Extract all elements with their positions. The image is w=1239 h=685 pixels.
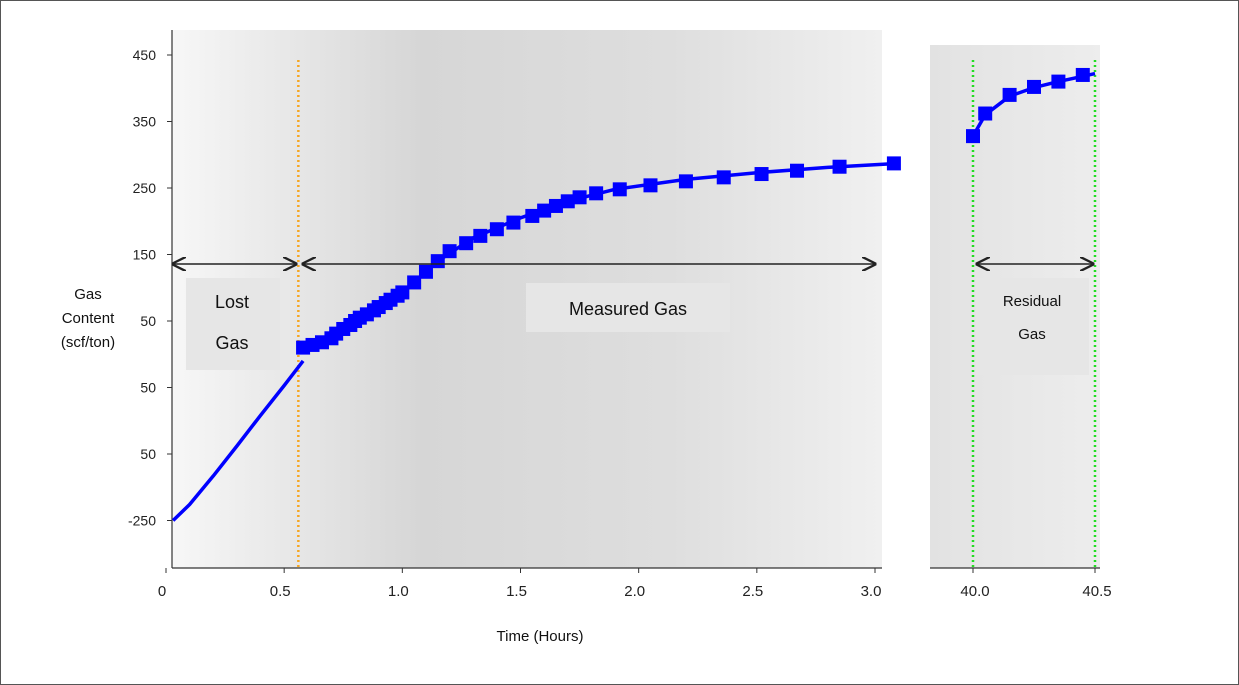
measured-point [612,182,627,197]
residual-gas-label-line-2: Gas [1018,326,1046,343]
measured-point [790,163,805,178]
residual-x-tick-label: 40.5 [1082,583,1111,600]
y-tick-label: 250 [133,180,157,196]
lost-gas-label-line-2: Gas [215,333,248,353]
measured-point [716,170,731,185]
y-tick-label: 50 [140,313,156,329]
measured-point [572,190,587,205]
y-tick-label: -250 [128,513,156,529]
x-tick-label: 2.0 [624,583,645,600]
measured-point [537,203,552,218]
y-axis-label-line-1: Gas [74,286,102,303]
measured-point [442,244,457,259]
x-tick-label: 0.5 [270,583,291,600]
x-axis-label: Time (Hours) [496,628,584,645]
residual-point [978,106,993,121]
y-tick-label: 150 [133,247,157,263]
y-tick-label: 450 [133,47,157,63]
measured-point [643,178,658,193]
measured-gas-box [526,283,730,332]
y-tick-label: 50 [140,380,156,396]
lost-gas-box [186,278,280,370]
measured-point [560,194,575,209]
y-axis-label: Gas Content (scf/ton) [48,283,128,355]
residual-point [1051,74,1066,89]
x-tick-label: 3.0 [861,583,882,600]
measured-point [678,174,693,189]
x-tick-label: 2.5 [742,583,763,600]
measured-point [525,208,540,223]
lost-gas-line [171,359,305,522]
measured-point [832,159,847,174]
measured-point [407,275,422,290]
residual-gas-label-line-1: Residual [1003,293,1061,310]
measured-point [589,186,604,201]
measured-point [489,222,504,237]
residual-x-tick-label: 40.0 [960,583,989,600]
measured-gas-label: Measured Gas [569,299,687,319]
residual-point [1075,67,1090,82]
residual-point [1002,87,1017,102]
measured-point [395,285,410,300]
lost-gas-label-line-1: Lost [215,292,249,312]
residual-point [966,129,980,144]
measured-point [473,228,488,243]
y-tick-label: 350 [133,114,157,130]
measured-point [754,167,769,182]
x-tick-label: 1.0 [388,583,409,600]
measured-point [548,198,563,213]
y-axis-label-line-3: (scf/ton) [60,334,116,351]
y-axis-label-line-2: Content [61,310,115,327]
measured-point [506,215,521,230]
measured-point [459,236,474,251]
x-tick-label: 1.5 [506,583,527,600]
y-tick-label: 50 [140,446,156,462]
residual-gas-box [976,278,1089,375]
residual-point [1027,79,1041,94]
measured-point [886,156,901,171]
x-tick-label: 0 [158,583,166,600]
